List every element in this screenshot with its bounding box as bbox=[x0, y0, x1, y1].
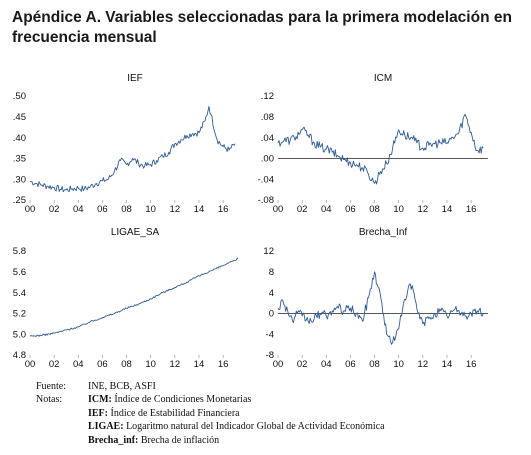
icm-x-tick-label: 16 bbox=[466, 204, 477, 215]
ligae-y-tick-label: 5.2 bbox=[13, 309, 26, 320]
brecha-chart-panel: Brecha_Inf -8 -4 0 4 8 12 00 02 04 06 08 10 12 14 16 bbox=[262, 225, 524, 375]
brecha-x-tick-label: 14 bbox=[442, 359, 453, 370]
ief-x-tick-label: 02 bbox=[49, 204, 60, 215]
brecha-y-tick-label: 8 bbox=[269, 267, 274, 278]
icm-y-tick-label: .00 bbox=[261, 154, 274, 165]
chart-notes: Fuente: INE, BCB, ASFI Notas: ICM: Índic… bbox=[36, 380, 516, 447]
ligae-x-tick-label: 02 bbox=[49, 359, 60, 370]
ligae-series-line bbox=[29, 257, 239, 337]
brecha-y-tick-label: 0 bbox=[269, 309, 274, 320]
brecha-x-tick-label: 06 bbox=[345, 359, 356, 370]
source-label: Fuente: bbox=[36, 381, 66, 392]
ief-y-tick-label: .35 bbox=[13, 154, 26, 165]
icm-y-tick-label: -.04 bbox=[258, 174, 274, 185]
page-title: Apéndice A. Variables seleccionadas para… bbox=[12, 9, 512, 46]
ief-chart: .25 .30 .35 .40 .45 .50 00 02 04 06 08 10 12 14 16 bbox=[13, 91, 236, 215]
icm-x-tick-label: 08 bbox=[369, 204, 380, 215]
note-text: Índice de Condiciones Monetarias bbox=[111, 394, 252, 406]
brecha-y-tick-label: 4 bbox=[269, 288, 274, 299]
icm-x-tick-label: 00 bbox=[273, 204, 284, 215]
note-key: ICM: bbox=[88, 394, 112, 406]
ligae-x-tick-label: 12 bbox=[170, 359, 181, 370]
icm-x-tick-label: 06 bbox=[345, 204, 356, 215]
brecha-y-tick-label: 12 bbox=[263, 246, 274, 257]
ligae-chart-panel: LIGAE_SA 4.8 5.0 5.2 5.4 5.6 5.8 00 02 04 06 08 10 1… bbox=[0, 225, 262, 375]
ief-series-line bbox=[29, 105, 236, 193]
brecha-x-tick-label: 12 bbox=[418, 359, 429, 370]
ligae-chart-title: LIGAE_SA bbox=[110, 227, 160, 238]
ief-chart-title: IEF bbox=[127, 73, 143, 84]
ief-x-tick-label: 16 bbox=[218, 204, 229, 215]
note-item: IEF: Índice de Estabilidad Financiera bbox=[88, 407, 240, 420]
notes-label: Notas: bbox=[36, 394, 63, 406]
ief-x-tick-label: 08 bbox=[121, 204, 132, 215]
ief-x-tick-label: 10 bbox=[145, 204, 156, 215]
notes-row: LIGAE: Logaritmo natural del Indicador G… bbox=[36, 420, 516, 433]
ligae-y-tick-label: 5.6 bbox=[13, 267, 26, 278]
brecha-y-tick-label: -4 bbox=[266, 329, 274, 340]
ligae-y-tick-label: 4.8 bbox=[13, 350, 26, 361]
ief-chart-panel: IEF .25 .30 .35 .40 .45 .50 00 02 04 06 08 10 12 14 16 bbox=[0, 70, 262, 220]
icm-x-tick-label: 02 bbox=[297, 204, 308, 215]
brecha-x-tick-label: 04 bbox=[321, 359, 332, 370]
ligae-chart: 4.8 5.0 5.2 5.4 5.6 5.8 00 02 04 06 08 10 12 14 16 bbox=[13, 246, 239, 370]
notes-row: Notas: ICM: Índice de Condiciones Moneta… bbox=[36, 393, 516, 406]
icm-x-tick-label: 12 bbox=[418, 204, 429, 215]
icm-x-tick-label: 10 bbox=[393, 204, 404, 215]
source-row: Fuente: INE, BCB, ASFI bbox=[36, 380, 516, 393]
note-key: IEF: bbox=[88, 407, 108, 419]
icm-chart: -.08 -.04 .00 .04 .08 .12 00 02 04 06 08 10 12 14 16 bbox=[258, 91, 488, 215]
source-text: INE, BCB, ASFI bbox=[88, 381, 156, 392]
note-text: Brecha de inflación bbox=[138, 434, 220, 446]
note-key: LIGAE: bbox=[88, 421, 124, 433]
icm-x-tick-label: 14 bbox=[442, 204, 453, 215]
note-item: ICM: Índice de Condiciones Monetarias bbox=[88, 393, 251, 406]
icm-y-tick-label: .08 bbox=[261, 112, 274, 123]
ief-y-tick-label: .40 bbox=[13, 133, 26, 144]
icm-y-tick-label: .12 bbox=[261, 91, 274, 102]
icm-x-tick-label: 04 bbox=[321, 204, 332, 215]
ligae-x-tick-label: 04 bbox=[73, 359, 84, 370]
ief-x-tick-label: 12 bbox=[170, 204, 181, 215]
ligae-y-tick-label: 5.4 bbox=[13, 288, 26, 299]
icm-series-line bbox=[277, 113, 484, 185]
note-item: LIGAE: Logaritmo natural del Indicador G… bbox=[88, 420, 385, 433]
brecha-y-tick-label: -8 bbox=[266, 350, 274, 361]
ligae-y-tick-label: 5.0 bbox=[13, 329, 26, 340]
ligae-x-tick-label: 14 bbox=[194, 359, 205, 370]
ligae-x-tick-label: 10 bbox=[145, 359, 156, 370]
brecha-x-tick-label: 08 bbox=[369, 359, 380, 370]
icm-y-tick-label: .04 bbox=[261, 133, 274, 144]
brecha-x-tick-label: 02 bbox=[297, 359, 308, 370]
ief-y-tick-label: .30 bbox=[13, 174, 26, 185]
note-key: Brecha_inf: bbox=[88, 434, 139, 446]
icm-chart-panel: ICM -.08 -.04 .00 .04 .08 .12 00 02 04 06 08 10 12 14… bbox=[258, 70, 524, 220]
ief-x-tick-label: 00 bbox=[25, 204, 36, 215]
brecha-x-tick-label: 10 bbox=[393, 359, 404, 370]
ligae-x-tick-label: 16 bbox=[218, 359, 229, 370]
ief-y-tick-label: .25 bbox=[13, 195, 26, 206]
note-text: Logaritmo natural del Indicador Global d… bbox=[123, 421, 385, 433]
ligae-x-tick-label: 00 bbox=[25, 359, 36, 370]
brecha-x-tick-label: 16 bbox=[466, 359, 477, 370]
brecha-chart-title: Brecha_Inf bbox=[358, 227, 408, 238]
note-item: Brecha_inf: Brecha de inflación bbox=[88, 434, 219, 447]
ief-y-tick-label: .50 bbox=[13, 91, 26, 102]
notes-row: IEF: Índice de Estabilidad Financiera bbox=[36, 407, 516, 420]
notes-row: Brecha_inf: Brecha de inflación bbox=[36, 434, 516, 447]
ief-y-tick-label: .45 bbox=[13, 112, 26, 123]
brecha-series-line bbox=[277, 271, 484, 345]
icm-y-tick-label: -.08 bbox=[258, 195, 274, 206]
ief-x-tick-label: 04 bbox=[73, 204, 84, 215]
ligae-y-tick-label: 5.8 bbox=[13, 246, 26, 257]
ligae-x-tick-label: 06 bbox=[97, 359, 108, 370]
ief-x-tick-label: 14 bbox=[194, 204, 205, 215]
icm-chart-title: ICM bbox=[373, 73, 393, 84]
ief-x-tick-label: 06 bbox=[97, 204, 108, 215]
brecha-x-tick-label: 00 bbox=[273, 359, 284, 370]
ligae-x-tick-label: 08 bbox=[121, 359, 132, 370]
note-text: Índice de Estabilidad Financiera bbox=[108, 407, 240, 419]
